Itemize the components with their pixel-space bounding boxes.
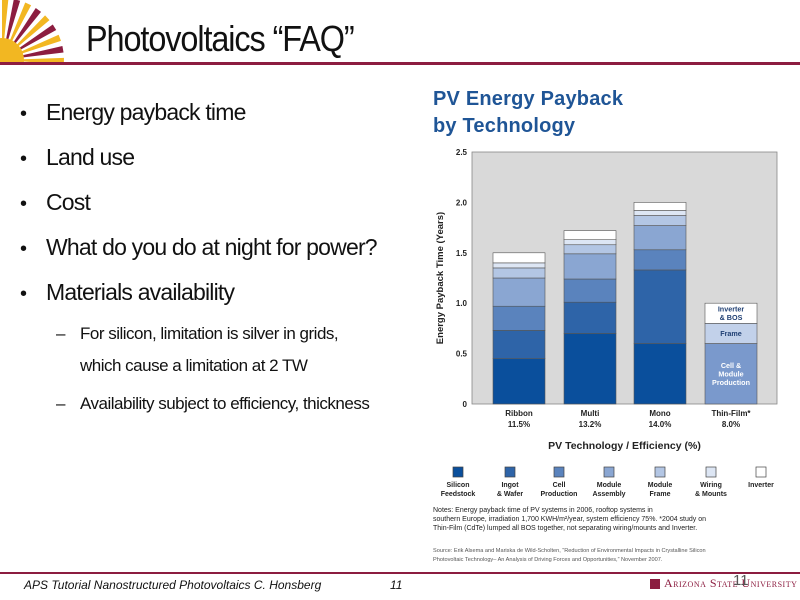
- category-efficiency-label: 8.0%: [722, 420, 740, 429]
- legend-label: Cell: [553, 482, 566, 489]
- bar-segment: [633, 269, 687, 344]
- legend-label: Frame: [649, 491, 670, 498]
- page-number: 11: [733, 572, 749, 589]
- legend-label: Module: [648, 482, 673, 489]
- bullet-item: • Materials availability: [20, 279, 235, 305]
- bar-segment: [492, 252, 546, 264]
- segment-label: Production: [712, 378, 750, 387]
- bar-segment: [563, 230, 617, 240]
- university-logo: Arizona State University: [650, 576, 797, 591]
- legend-label: Ingot: [501, 482, 519, 489]
- bar-segment: [492, 267, 546, 279]
- category-label: Ribbon: [505, 409, 533, 418]
- figure-note: Thin-Film (CdTe) lumped all BOS together…: [433, 525, 697, 532]
- y-tick-label: 2.5: [456, 148, 468, 157]
- bar-segment: [492, 330, 546, 359]
- payback-chart: 0 0.5 1.0 1.5 2.0 2.5 Energy Payback Time (Yea…: [433, 148, 778, 563]
- legend-label: Module: [597, 482, 622, 489]
- category-efficiency-label: 13.2%: [579, 420, 602, 429]
- figure-note: Notes: Energy payback time of PV systems…: [433, 507, 653, 514]
- category-label: Mono: [649, 409, 670, 418]
- legend-swatch: [504, 466, 516, 478]
- y-tick-label: 1.0: [456, 299, 468, 308]
- legend-label: Inverter: [748, 482, 774, 489]
- y-tick-label: 1.5: [456, 249, 468, 258]
- bar-segment: [633, 210, 687, 216]
- legend-label: Feedstock: [441, 491, 476, 498]
- bar-segment: [704, 302, 758, 324]
- sub-bullet-item: – Availability subject to efficiency, thi…: [56, 394, 370, 413]
- bar-segment: [492, 262, 546, 269]
- footer-divider: [0, 572, 800, 574]
- bar-segment: [563, 244, 617, 255]
- bar-segment: [704, 343, 758, 405]
- y-axis-label: Energy Payback Time (Years): [435, 212, 446, 344]
- legend-label: Assembly: [592, 491, 625, 498]
- bullet-list: • Energy payback time • Land use • Cost • Wh…: [20, 94, 378, 319]
- legend-swatch: [705, 466, 717, 478]
- legend-swatch: [603, 466, 615, 478]
- bar-segment: [563, 239, 617, 246]
- segment-label: Cell &: [721, 361, 741, 370]
- figure-title: PV Energy Payback by Technology: [433, 88, 624, 137]
- bar-segment: [633, 215, 687, 226]
- bar-segment: [563, 278, 617, 303]
- sub-bullet-item: – For silicon, limitation is silver in gr…: [56, 324, 339, 375]
- bar-segment: [563, 253, 617, 280]
- bullet-item: • Energy payback time: [20, 99, 246, 125]
- y-tick-label: 0.5: [456, 350, 468, 359]
- segment-label: Inverter: [718, 305, 745, 314]
- y-tick-label: 0: [463, 400, 468, 409]
- bar-segment: [492, 358, 546, 405]
- legend-label: Wiring: [700, 482, 722, 489]
- legend-label: & Wafer: [497, 491, 523, 498]
- figure-note: southern Europe, irradiation 1,700 KWH/m…: [433, 516, 706, 523]
- segment-label: & BOS: [720, 313, 743, 322]
- y-tick-label: 2.0: [456, 198, 468, 207]
- sub-bullet-list: – For silicon, limitation is silver in gr…: [56, 318, 370, 420]
- payback-figure: PV Energy Payback by Technology 0 0.5 1.0 1…: [428, 82, 784, 572]
- segment-label: Frame: [720, 329, 742, 338]
- legend-swatch: [755, 466, 767, 478]
- category-label: Thin-Film*: [711, 409, 751, 418]
- slide-title: Photovoltaics “FAQ”: [86, 18, 355, 59]
- bar-segment: [633, 225, 687, 251]
- figure-source: Source: Erik Alsema and Mariska de Wild-…: [433, 548, 706, 554]
- bullet-item: • Land use: [20, 144, 135, 170]
- figure-source: Photovoltaic Technology– An Analysis of …: [433, 557, 663, 563]
- category-efficiency-label: 14.0%: [649, 420, 672, 429]
- sun-logo-icon: [0, 0, 80, 62]
- footer-text: APS Tutorial Nanostructured Photovoltaic…: [24, 578, 322, 592]
- bullet-item: • What do you do at night for power?: [20, 234, 378, 260]
- bar-segment: [492, 305, 546, 331]
- bar-segment: [633, 249, 687, 271]
- legend-swatch: [452, 466, 464, 478]
- footer-number: 11: [390, 578, 403, 592]
- legend-label: & Mounts: [695, 491, 727, 498]
- legend-label: Production: [541, 491, 578, 498]
- segment-label: Module: [718, 369, 743, 378]
- bullet-item: • Cost: [20, 189, 91, 215]
- bar-segment: [563, 333, 617, 405]
- legend-swatch: [553, 466, 565, 478]
- bar-segment: [563, 301, 617, 334]
- title-divider: [0, 62, 800, 65]
- legend-label: Silicon: [447, 482, 470, 489]
- category-label: Multi: [581, 409, 600, 418]
- bar-segment: [492, 277, 546, 307]
- x-axis-label: PV Technology / Efficiency (%): [548, 440, 701, 452]
- bar-segment: [633, 202, 687, 211]
- category-efficiency-label: 11.5%: [508, 420, 530, 429]
- bar-segment: [633, 343, 687, 405]
- legend-swatch: [654, 466, 666, 478]
